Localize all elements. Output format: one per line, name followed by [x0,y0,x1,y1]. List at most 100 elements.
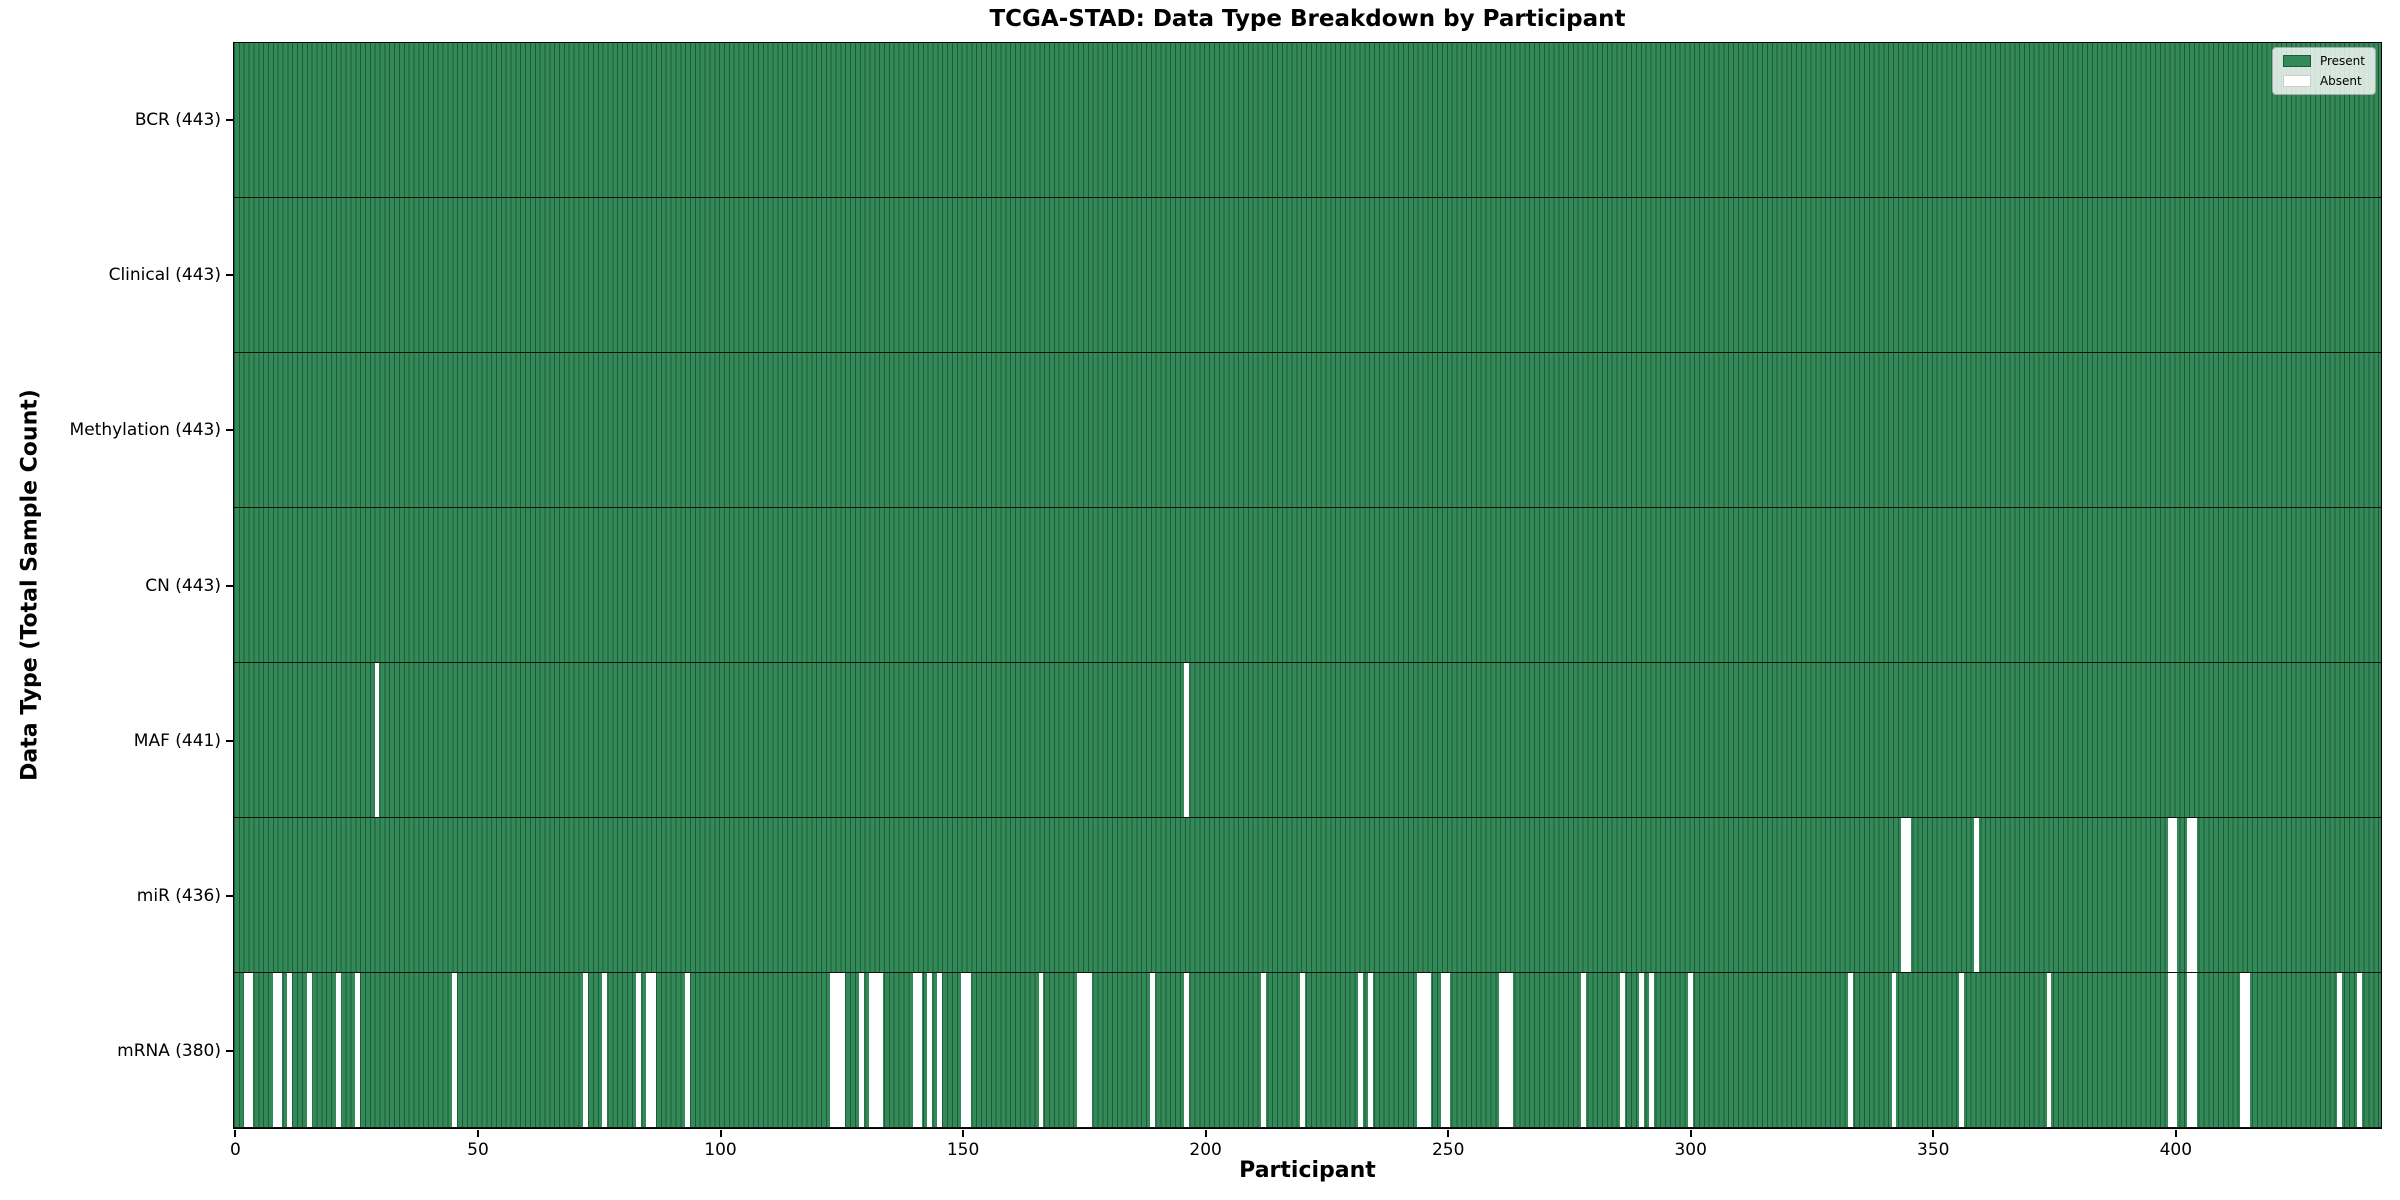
row-mir [234,818,2381,973]
absent-mark-mrna-189 [1149,973,1155,1127]
absent-mark-mrna-45 [452,973,457,1127]
absent-mark-mrna-263 [1508,973,1514,1127]
absent-mark-mrna-403 [2187,973,2192,1127]
absent-mark-mrna-11 [287,973,293,1127]
absent-mark-maf-196 [1183,663,1189,817]
absent-mark-mrna-220 [1300,973,1306,1127]
y-tick-label-clinical: Clinical (443) [108,264,221,285]
absent-mark-mrna-175 [1082,973,1087,1127]
row-mrna [234,973,2381,1128]
absent-mark-mrna-124 [834,973,840,1127]
row-bcr [234,43,2381,198]
absent-mark-mrna-123 [830,973,835,1127]
x-axis-label: Participant [1239,1158,1376,1183]
x-tick-mark [962,1130,965,1137]
absent-mark-mrna-83 [636,973,642,1127]
absent-mark-mrna-245 [1421,973,1427,1127]
x-tick-mark [476,1130,479,1137]
y-tick-label-maf: MAF (441) [133,730,221,751]
absent-mark-mrna-342 [1891,973,1897,1127]
legend-label-absent: Absent [2319,74,2362,88]
absent-mark-mrna-8 [272,973,278,1127]
x-tick-label-300: 300 [1674,1140,1707,1160]
y-tick-label-cn: CN (443) [145,575,221,596]
absent-mark-mrna-414 [2240,973,2246,1127]
absent-swatch [2282,75,2311,87]
absent-mark-mrna-176 [1086,973,1092,1127]
x-tick-label-400: 400 [2159,1140,2193,1160]
y-tick-mark [226,1050,233,1053]
plot-area: Present Absent [233,42,2382,1129]
x-tick-label-350: 350 [1917,1140,1950,1160]
x-tick-label-250: 250 [1431,1140,1465,1160]
absent-mark-mrna-333 [1847,973,1853,1127]
absent-mark-mrna-434 [2337,973,2343,1127]
absent-mark-mrna-72 [582,973,588,1127]
absent-mark-mrna-300 [1687,973,1693,1127]
y-tick-mark [226,118,233,121]
y-tick-mark [226,739,233,742]
absent-mark-mrna-278 [1581,973,1587,1127]
absent-mark-mrna-15 [306,973,312,1127]
absent-mark-mrna-244 [1416,973,1422,1127]
x-tick-mark [1447,1130,1450,1137]
absent-mark-mrna-2 [243,973,249,1127]
y-tick-mark [226,273,233,276]
legend-item-absent: Absent [2282,74,2365,88]
absent-mark-mir-403 [2187,818,2192,972]
absent-mark-mrna-438 [2356,973,2362,1127]
absent-mark-mrna-76 [602,973,608,1127]
absent-mark-mrna-212 [1261,973,1267,1127]
absent-mark-mrna-290 [1639,973,1645,1127]
x-tick-label-100: 100 [704,1140,737,1160]
y-tick-mark [226,429,233,432]
x-tick-label-150: 150 [946,1140,980,1160]
legend-label-present: Present [2319,54,2365,68]
absent-mark-mrna-131 [868,973,874,1127]
chart-title: TCGA-STAD: Data Type Breakdown by Partic… [989,6,1626,32]
y-tick-mark [226,895,233,898]
absent-mark-mrna-150 [960,973,966,1127]
y-tick-label-bcr: BCR (443) [134,109,221,130]
absent-mark-mir-404 [2191,818,2197,972]
absent-mark-mrna-143 [927,973,932,1127]
present-swatch [2282,55,2311,67]
row-maf [234,663,2381,818]
absent-mark-mrna-140 [912,973,918,1127]
legend: Present Absent [2271,47,2376,95]
absent-mark-mrna-415 [2245,973,2251,1127]
x-tick-mark [719,1130,722,1137]
absent-mark-mrna-232 [1358,973,1364,1127]
absent-mark-mrna-21 [335,973,341,1127]
absent-mark-mrna-145 [936,973,942,1127]
y-tick-label-mir: miR (436) [136,886,221,907]
absent-mark-mrna-286 [1620,973,1625,1127]
absent-mark-mrna-250 [1445,973,1451,1127]
absent-mark-mrna-356 [1959,973,1965,1127]
absent-mark-mrna-400 [2172,973,2178,1127]
x-tick-mark [1932,1130,1935,1137]
x-tick-mark [2174,1130,2177,1137]
y-tick-label-methylation: Methylation (443) [69,420,221,441]
absent-mark-mrna-129 [859,973,865,1127]
absent-mark-mrna-86 [650,973,656,1127]
absent-mark-mir-400 [2172,818,2178,972]
x-tick-mark [1689,1130,1692,1137]
absent-mark-mrna-374 [2046,973,2052,1127]
x-tick-mark [234,1130,237,1137]
absent-mark-mrna-9 [277,973,283,1127]
absent-mark-maf-29 [374,663,380,817]
absent-mark-mrna-141 [917,973,923,1127]
absent-mark-mrna-85 [645,973,651,1127]
absent-mark-mrna-246 [1426,973,1432,1127]
absent-mark-mrna-174 [1077,973,1083,1127]
legend-item-present: Present [2282,54,2365,68]
absent-mark-mrna-133 [878,973,884,1127]
absent-mark-mrna-196 [1183,973,1189,1127]
row-clinical [234,198,2381,353]
absent-mark-mrna-166 [1038,973,1044,1127]
absent-mark-mrna-151 [965,973,971,1127]
absent-mark-mir-345 [1906,818,1911,972]
row-methylation [234,353,2381,508]
